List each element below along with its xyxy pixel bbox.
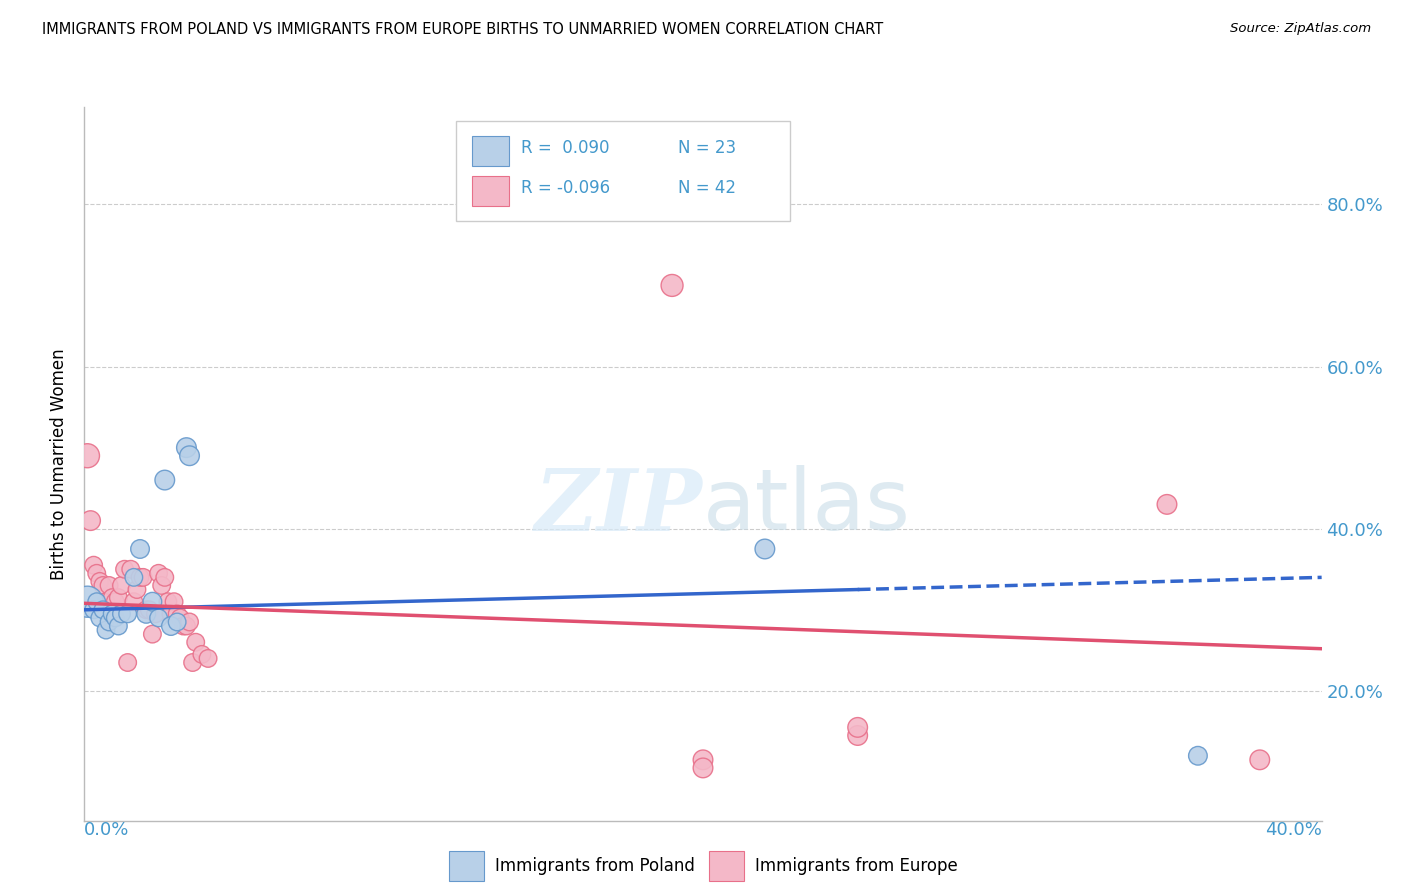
Point bbox=[846, 720, 869, 734]
Text: Immigrants from Poland: Immigrants from Poland bbox=[495, 856, 695, 874]
Point bbox=[132, 570, 155, 584]
Point bbox=[86, 566, 108, 581]
Point bbox=[98, 578, 121, 592]
Point bbox=[122, 595, 145, 609]
Point bbox=[76, 449, 98, 463]
Point bbox=[692, 761, 714, 775]
Point bbox=[179, 615, 201, 629]
Point bbox=[197, 651, 219, 665]
Point bbox=[661, 278, 683, 293]
Point bbox=[846, 729, 869, 743]
Point bbox=[94, 623, 117, 637]
Point bbox=[83, 603, 105, 617]
Text: Immigrants from Europe: Immigrants from Europe bbox=[755, 856, 957, 874]
Point bbox=[181, 656, 204, 670]
Point bbox=[94, 595, 117, 609]
Point bbox=[150, 578, 173, 592]
Point bbox=[91, 578, 114, 592]
Point bbox=[104, 611, 127, 625]
Point bbox=[169, 611, 191, 625]
Point bbox=[117, 656, 139, 670]
Text: Source: ZipAtlas.com: Source: ZipAtlas.com bbox=[1230, 22, 1371, 36]
Point bbox=[107, 591, 129, 605]
Text: N = 23: N = 23 bbox=[678, 139, 737, 157]
Point bbox=[148, 611, 170, 625]
Text: 40.0%: 40.0% bbox=[1265, 821, 1322, 838]
Y-axis label: Births to Unmarried Women: Births to Unmarried Women bbox=[51, 348, 69, 580]
FancyBboxPatch shape bbox=[709, 851, 744, 881]
Point bbox=[110, 578, 132, 592]
Point bbox=[184, 635, 207, 649]
Point bbox=[191, 648, 214, 662]
Point bbox=[129, 541, 152, 556]
Text: ZIP: ZIP bbox=[536, 465, 703, 549]
Point bbox=[104, 595, 127, 609]
Text: IMMIGRANTS FROM POLAND VS IMMIGRANTS FROM EUROPE BIRTHS TO UNMARRIED WOMEN CORRE: IMMIGRANTS FROM POLAND VS IMMIGRANTS FRO… bbox=[42, 22, 883, 37]
Point bbox=[166, 607, 188, 621]
Text: R =  0.090: R = 0.090 bbox=[522, 139, 610, 157]
Point bbox=[114, 562, 136, 576]
Point bbox=[101, 607, 124, 621]
Text: 0.0%: 0.0% bbox=[84, 821, 129, 838]
FancyBboxPatch shape bbox=[450, 851, 484, 881]
Point bbox=[89, 574, 111, 589]
Point bbox=[163, 595, 186, 609]
Point bbox=[129, 570, 152, 584]
Point bbox=[125, 582, 148, 597]
Point bbox=[754, 541, 776, 556]
Point bbox=[145, 607, 167, 621]
Point bbox=[172, 619, 194, 633]
Point bbox=[110, 607, 132, 621]
Point bbox=[79, 514, 101, 528]
Point bbox=[148, 566, 170, 581]
Point bbox=[120, 562, 142, 576]
Point bbox=[135, 607, 157, 621]
Point bbox=[160, 607, 183, 621]
Point bbox=[135, 603, 157, 617]
Point bbox=[86, 595, 108, 609]
FancyBboxPatch shape bbox=[471, 176, 509, 205]
Point bbox=[156, 595, 179, 609]
Point bbox=[138, 603, 160, 617]
Point bbox=[179, 449, 201, 463]
Point bbox=[160, 619, 183, 633]
Point bbox=[1156, 497, 1178, 511]
Point bbox=[166, 615, 188, 629]
Point bbox=[153, 570, 176, 584]
FancyBboxPatch shape bbox=[471, 136, 509, 166]
Point bbox=[89, 611, 111, 625]
Point bbox=[1187, 748, 1209, 763]
Point bbox=[122, 570, 145, 584]
Point bbox=[692, 753, 714, 767]
Text: R = -0.096: R = -0.096 bbox=[522, 179, 610, 197]
Point bbox=[98, 615, 121, 629]
Point bbox=[153, 473, 176, 487]
FancyBboxPatch shape bbox=[456, 121, 790, 221]
Point bbox=[141, 595, 163, 609]
Point bbox=[1249, 753, 1271, 767]
Point bbox=[176, 619, 198, 633]
Text: N = 42: N = 42 bbox=[678, 179, 737, 197]
Point bbox=[141, 627, 163, 641]
Point bbox=[101, 591, 124, 605]
Point bbox=[107, 619, 129, 633]
Point bbox=[91, 603, 114, 617]
Text: atlas: atlas bbox=[703, 465, 911, 549]
Point bbox=[117, 607, 139, 621]
Point bbox=[76, 595, 98, 609]
Point bbox=[176, 441, 198, 455]
Point bbox=[83, 558, 105, 573]
